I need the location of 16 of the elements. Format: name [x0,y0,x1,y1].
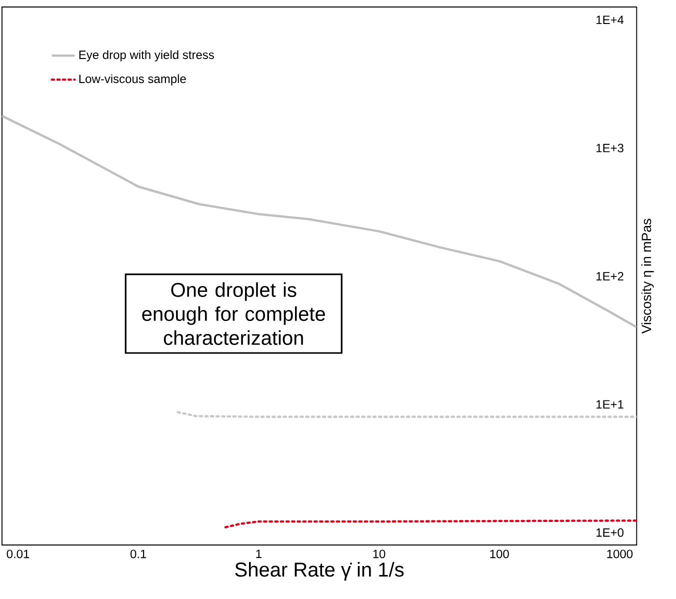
x-axis-title: Shear Rate γ̇ in 1/s [235,562,404,581]
x-tick-label: 0.01 [6,550,30,558]
legend-label: Eye drop with yield stress [79,50,214,62]
x-tick-label: 10 [373,550,386,558]
y-tick-label: 1E+2 [596,272,624,280]
y-tick-label: 1E+4 [596,16,624,24]
y-tick-label: 1E+3 [596,144,624,152]
y-tick-label: 1E+1 [596,400,624,409]
y-tick-label: 1E+0 [596,528,624,537]
legend-label: Low-viscous sample [79,74,186,86]
x-tick-label: 1000 [607,550,633,558]
x-tick-label: 0.1 [130,550,146,558]
x-tick-label: 1 [256,550,262,558]
y-axis-title: Viscosity η in mPas [641,218,654,334]
annotation: One droplet is enough for complete characterization [142,282,325,345]
x-tick-label: 100 [490,550,509,558]
